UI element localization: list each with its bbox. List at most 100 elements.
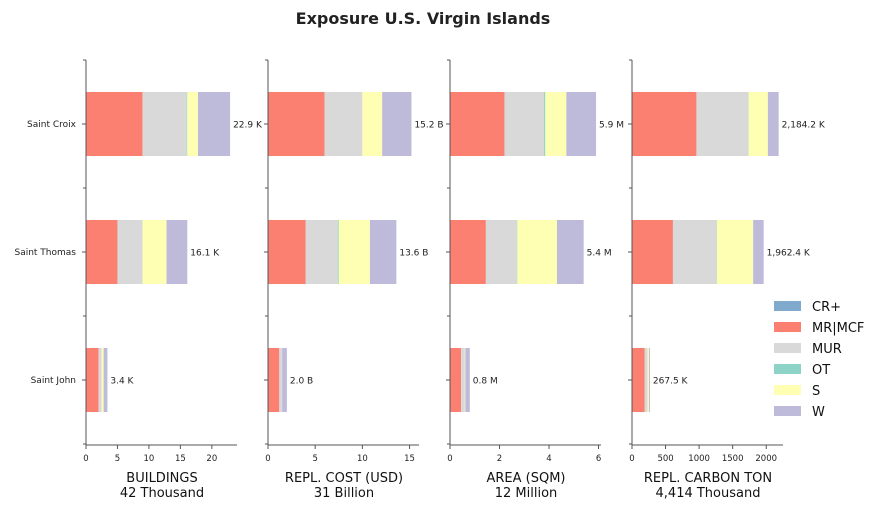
chart-title: Exposure U.S. Virgin Islands bbox=[296, 9, 551, 28]
legend-item: W bbox=[774, 405, 825, 420]
bar-s-saint-john bbox=[648, 348, 649, 412]
bar-mr-mcf-saint-croix bbox=[632, 92, 696, 156]
total-label: 5.4 M bbox=[587, 249, 612, 259]
bar-mur-saint-thomas bbox=[673, 220, 717, 284]
legend-swatch bbox=[774, 322, 801, 332]
bar-mr-mcf-saint-croix bbox=[86, 92, 143, 156]
x-tick-label: 15 bbox=[404, 454, 415, 464]
legend-item: S bbox=[774, 384, 820, 399]
bar-mr-mcf-saint-john bbox=[450, 348, 461, 412]
bar-w-saint-john bbox=[465, 348, 469, 412]
total-label: 0.8 M bbox=[473, 377, 498, 387]
legend-label: S bbox=[812, 384, 820, 399]
bar-mur-saint-croix bbox=[504, 92, 544, 156]
bar-mur-saint-john bbox=[461, 348, 465, 412]
legend-swatch bbox=[774, 364, 801, 374]
bar-mr-mcf-saint-john bbox=[86, 348, 99, 412]
x-tick-label: 6 bbox=[596, 454, 601, 464]
bar-mur-saint-croix bbox=[696, 92, 748, 156]
x-tick-label: 5 bbox=[115, 454, 120, 464]
x-axis-sublabel: 4,414 Thousand bbox=[656, 486, 761, 501]
legend-item: MUR bbox=[774, 342, 842, 357]
x-tick-label: 2000 bbox=[755, 454, 777, 464]
legend-label: W bbox=[812, 405, 825, 420]
legend-label: MR|MCF bbox=[812, 321, 864, 336]
x-tick-label: 1000 bbox=[688, 454, 710, 464]
x-tick-label: 5 bbox=[312, 454, 317, 464]
bar-s-saint-john bbox=[465, 348, 466, 412]
x-tick-label: 20 bbox=[206, 454, 217, 464]
bar-mr-mcf-saint-thomas bbox=[450, 220, 486, 284]
x-axis-sublabel: 42 Thousand bbox=[120, 486, 204, 501]
x-axis-sublabel: 12 Million bbox=[495, 486, 558, 501]
bar-mr-mcf-saint-thomas bbox=[268, 220, 306, 284]
x-tick-label: 10 bbox=[144, 454, 155, 464]
bar-mur-saint-croix bbox=[143, 92, 187, 156]
x-tick-label: 2 bbox=[497, 454, 502, 464]
x-tick-label: 10 bbox=[357, 454, 368, 464]
bar-w-saint-croix bbox=[198, 92, 230, 156]
legend-swatch bbox=[774, 406, 801, 416]
bar-s-saint-croix bbox=[545, 92, 566, 156]
bar-w-saint-croix bbox=[566, 92, 596, 156]
bar-mr-mcf-saint-thomas bbox=[86, 220, 117, 284]
bar-mur-saint-john bbox=[645, 348, 648, 412]
x-tick-label: 4 bbox=[546, 454, 551, 464]
legend-label: OT bbox=[812, 363, 830, 378]
bar-w-saint-thomas bbox=[370, 220, 396, 284]
bar-mur-saint-john bbox=[279, 348, 282, 412]
bar-mr-mcf-saint-john bbox=[632, 348, 645, 412]
bar-mur-saint-thomas bbox=[486, 220, 517, 284]
total-label: 13.6 B bbox=[399, 249, 428, 259]
total-label: 5.9 M bbox=[599, 121, 624, 131]
bar-s-saint-croix bbox=[187, 92, 198, 156]
bar-s-saint-croix bbox=[748, 92, 767, 156]
bar-s-saint-croix bbox=[362, 92, 382, 156]
bar-w-saint-thomas bbox=[167, 220, 188, 284]
legend-label: MUR bbox=[812, 342, 842, 357]
legend-item: OT bbox=[774, 363, 830, 378]
bar-s-saint-john bbox=[102, 348, 104, 412]
total-label: 16.1 K bbox=[190, 249, 220, 259]
bar-mur-saint-croix bbox=[325, 92, 363, 156]
bar-mur-saint-john bbox=[99, 348, 102, 412]
legend-swatch bbox=[774, 301, 801, 311]
legend-swatch bbox=[774, 385, 801, 395]
bar-ot-saint-croix bbox=[544, 92, 545, 156]
bar-w-saint-john bbox=[282, 348, 287, 412]
x-axis-label: REPL. CARBON TON bbox=[644, 471, 772, 486]
legend: CR+ MR|MCF MUR OT SW bbox=[774, 300, 864, 420]
total-label: 267.5 K bbox=[653, 377, 689, 387]
x-axis-label: BUILDINGS bbox=[126, 471, 197, 486]
y-tick-label: Saint Croix bbox=[27, 120, 77, 130]
bar-mr-mcf-saint-croix bbox=[450, 92, 504, 156]
bar-s-saint-thomas bbox=[339, 220, 370, 284]
bar-ot-saint-thomas bbox=[517, 220, 518, 284]
legend-label: CR+ bbox=[812, 300, 841, 315]
x-tick-label: 0 bbox=[265, 454, 270, 464]
x-tick-label: 15 bbox=[175, 454, 186, 464]
bar-s-saint-thomas bbox=[517, 220, 557, 284]
bar-mr-mcf-saint-john bbox=[268, 348, 279, 412]
bar-mr-mcf-saint-croix bbox=[268, 92, 325, 156]
x-axis-label: REPL. COST (USD) bbox=[285, 471, 403, 486]
bar-w-saint-john bbox=[104, 348, 108, 412]
x-axis-label: AREA (SQM) bbox=[486, 471, 565, 486]
total-label: 2,184.2 K bbox=[782, 121, 826, 131]
y-tick-label: Saint John bbox=[31, 376, 76, 386]
bar-w-saint-john bbox=[649, 348, 650, 412]
bar-s-saint-thomas bbox=[143, 220, 167, 284]
bar-ot-saint-thomas bbox=[338, 220, 339, 284]
bar-w-saint-thomas bbox=[557, 220, 584, 284]
x-axis-sublabel: 31 Billion bbox=[314, 486, 374, 501]
bar-w-saint-croix bbox=[768, 92, 779, 156]
legend-item: MR|MCF bbox=[774, 321, 864, 336]
bar-s-saint-thomas bbox=[717, 220, 753, 284]
x-tick-label: 500 bbox=[657, 454, 673, 464]
bar-w-saint-thomas bbox=[753, 220, 764, 284]
